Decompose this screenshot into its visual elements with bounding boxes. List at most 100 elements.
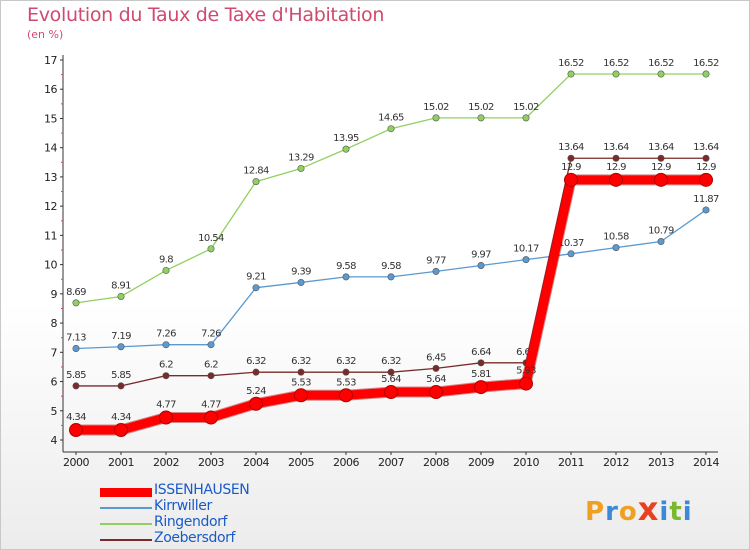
data-label: 6.2 <box>159 360 173 371</box>
legend-label: Kirrwiller <box>154 498 212 514</box>
data-point <box>657 238 665 246</box>
data-label: 12.9 <box>651 162 671 173</box>
data-label: 11.87 <box>693 194 719 205</box>
data-point <box>702 206 710 214</box>
data-point <box>249 396 263 411</box>
data-point <box>342 368 350 376</box>
data-point <box>702 154 710 162</box>
data-label: 14.65 <box>378 113 404 124</box>
data-point <box>297 278 305 286</box>
data-label: 9.77 <box>426 255 446 266</box>
data-label: 16.52 <box>693 58 719 69</box>
data-point <box>387 368 395 376</box>
data-label: 6.45 <box>426 352 446 363</box>
data-point <box>567 70 575 78</box>
data-point <box>432 267 440 275</box>
data-label: 6.2 <box>204 360 218 371</box>
data-point <box>612 244 620 252</box>
data-label: 15.02 <box>513 102 539 113</box>
data-label: 4.34 <box>111 412 131 423</box>
data-label: 4.34 <box>66 412 86 423</box>
data-label: 9.8 <box>159 254 173 265</box>
data-point <box>342 145 350 153</box>
legend-swatch <box>100 487 152 497</box>
y-tick-label: 11 <box>44 229 57 242</box>
data-point <box>564 172 578 187</box>
data-label: 9.58 <box>381 261 401 272</box>
data-label: 12.9 <box>696 162 716 173</box>
x-tick-label: 2008 <box>423 456 449 469</box>
data-label: 6.64 <box>516 347 536 358</box>
data-label: 6.32 <box>291 356 311 367</box>
data-point <box>297 368 305 376</box>
data-point <box>522 256 530 264</box>
data-label: 9.39 <box>291 266 311 277</box>
x-tick-label: 2006 <box>333 456 359 469</box>
data-label: 9.58 <box>336 261 356 272</box>
x-tick-label: 2009 <box>468 456 494 469</box>
data-label: 13.95 <box>333 133 359 144</box>
data-point <box>522 114 530 122</box>
data-label: 10.17 <box>513 244 539 255</box>
y-tick-label: 4 <box>51 434 58 447</box>
data-label: 5.85 <box>66 370 86 381</box>
data-label: 15.02 <box>468 102 494 113</box>
data-point <box>117 343 125 351</box>
data-label: 13.29 <box>288 152 314 163</box>
data-point <box>429 385 443 400</box>
data-point <box>69 423 83 438</box>
data-point <box>387 125 395 133</box>
data-label: 8.69 <box>66 287 86 298</box>
x-tick-label: 2012 <box>603 456 629 469</box>
x-tick-label: 2010 <box>513 456 539 469</box>
data-point <box>477 261 485 269</box>
data-label: 10.58 <box>603 232 629 243</box>
logo-letter: x <box>637 490 660 528</box>
data-point <box>654 172 668 187</box>
data-point <box>159 410 173 425</box>
data-label: 6.32 <box>381 356 401 367</box>
data-label: 12.84 <box>243 166 269 177</box>
y-tick-label: 15 <box>44 112 57 125</box>
data-label: 9.97 <box>471 249 491 260</box>
logo-letter: o <box>618 497 638 527</box>
legend-swatch <box>100 523 152 525</box>
data-point <box>72 299 80 307</box>
data-label: 5.53 <box>291 377 311 388</box>
legend-swatch <box>100 539 152 541</box>
data-point <box>477 114 485 122</box>
y-tick-label: 8 <box>51 317 58 330</box>
y-tick-label: 14 <box>44 142 57 155</box>
data-label: 16.52 <box>603 58 629 69</box>
y-tick-label: 6 <box>51 376 58 389</box>
data-point <box>252 368 260 376</box>
data-label: 7.13 <box>66 333 86 344</box>
logo-letter: t <box>669 497 683 527</box>
data-point <box>567 154 575 162</box>
y-tick-label: 7 <box>51 346 58 359</box>
data-label: 6.32 <box>336 356 356 367</box>
data-point <box>207 341 215 349</box>
data-label: 10.79 <box>648 226 674 237</box>
data-point <box>294 388 308 403</box>
x-tick-label: 2000 <box>63 456 89 469</box>
data-label: 5.64 <box>381 374 401 385</box>
data-point <box>117 292 125 300</box>
x-tick-label: 2013 <box>648 456 674 469</box>
x-tick-label: 2014 <box>693 456 719 469</box>
data-point <box>72 345 80 353</box>
data-label: 7.26 <box>156 329 176 340</box>
y-tick-label: 16 <box>44 83 57 96</box>
data-point <box>252 284 260 292</box>
logo-letter: P <box>585 497 606 527</box>
data-point <box>567 250 575 258</box>
series-line-zoebersdorf <box>75 157 707 387</box>
proxiti-logo: Proxiti <box>585 490 693 528</box>
chart-title: Evolution du Taux de Taxe d'Habitation <box>27 4 385 26</box>
data-point <box>162 266 170 274</box>
data-label: 5.64 <box>426 374 446 385</box>
data-label: 13.64 <box>693 142 719 153</box>
data-label: 13.64 <box>648 142 674 153</box>
data-label: 7.26 <box>201 329 221 340</box>
